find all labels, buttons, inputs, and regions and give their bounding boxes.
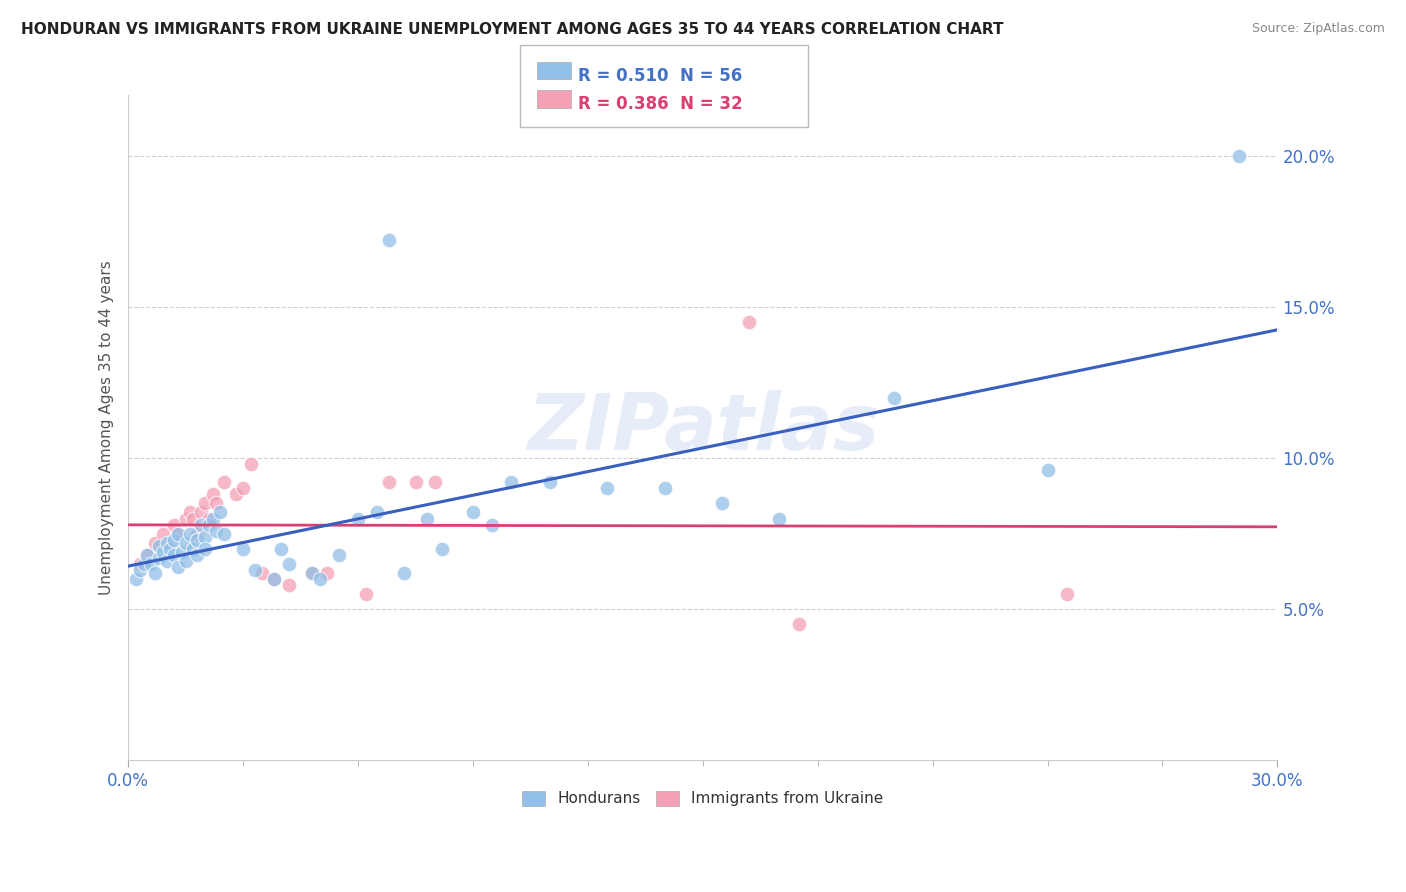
Point <box>263 572 285 586</box>
Point <box>787 617 810 632</box>
Point <box>366 506 388 520</box>
Point <box>128 557 150 571</box>
Point <box>136 548 159 562</box>
Text: R = 0.510  N = 56: R = 0.510 N = 56 <box>578 67 742 85</box>
Point <box>1036 463 1059 477</box>
Point <box>263 572 285 586</box>
Point <box>194 541 217 556</box>
Point <box>186 533 208 547</box>
Text: Source: ZipAtlas.com: Source: ZipAtlas.com <box>1251 22 1385 36</box>
Point <box>163 517 186 532</box>
Point <box>197 517 219 532</box>
Point <box>243 563 266 577</box>
Point <box>148 539 170 553</box>
Point <box>278 557 301 571</box>
Point <box>461 506 484 520</box>
Point <box>136 548 159 562</box>
Point <box>301 566 323 580</box>
Point <box>141 557 163 571</box>
Point <box>152 545 174 559</box>
Point <box>186 548 208 562</box>
Point <box>738 315 761 329</box>
Point <box>159 535 181 549</box>
Point <box>432 541 454 556</box>
Point <box>194 530 217 544</box>
Point <box>883 391 905 405</box>
Point <box>224 487 246 501</box>
Point <box>167 526 190 541</box>
Point <box>347 511 370 525</box>
Point <box>423 475 446 490</box>
Point <box>1227 149 1250 163</box>
Point <box>125 572 148 586</box>
Point <box>183 511 205 525</box>
Point <box>179 526 201 541</box>
Point <box>205 524 228 538</box>
Point <box>270 541 292 556</box>
Point <box>174 535 197 549</box>
Point <box>132 557 155 571</box>
Point <box>481 517 503 532</box>
Point <box>163 548 186 562</box>
Point <box>405 475 427 490</box>
Point <box>190 517 212 532</box>
Point <box>239 457 262 471</box>
Point <box>308 572 330 586</box>
Legend: Hondurans, Immigrants from Ukraine: Hondurans, Immigrants from Ukraine <box>516 784 890 813</box>
Point <box>183 541 205 556</box>
Point <box>143 566 166 580</box>
Point <box>174 554 197 568</box>
Point <box>163 533 186 547</box>
Point <box>252 566 274 580</box>
Text: HONDURAN VS IMMIGRANTS FROM UKRAINE UNEMPLOYMENT AMONG AGES 35 TO 44 YEARS CORRE: HONDURAN VS IMMIGRANTS FROM UKRAINE UNEM… <box>21 22 1004 37</box>
Point <box>167 560 190 574</box>
Point <box>155 554 177 568</box>
Point <box>278 578 301 592</box>
Point <box>174 511 197 525</box>
Point <box>212 475 235 490</box>
Point <box>301 566 323 580</box>
Point <box>232 481 254 495</box>
Point <box>190 506 212 520</box>
Point <box>501 475 523 490</box>
Point <box>654 481 676 495</box>
Point <box>768 511 790 525</box>
Point <box>354 587 377 601</box>
Point <box>377 233 399 247</box>
Point <box>201 487 224 501</box>
Point <box>179 506 201 520</box>
Point <box>143 535 166 549</box>
Point <box>377 475 399 490</box>
Point <box>170 545 193 559</box>
Point <box>328 548 350 562</box>
Point <box>1056 587 1078 601</box>
Text: ZIPatlas: ZIPatlas <box>527 390 879 466</box>
Point <box>538 475 561 490</box>
Point <box>212 526 235 541</box>
Point <box>710 496 733 510</box>
Point <box>316 566 339 580</box>
Point <box>152 526 174 541</box>
Point <box>148 550 170 565</box>
Point <box>194 496 217 510</box>
Y-axis label: Unemployment Among Ages 35 to 44 years: Unemployment Among Ages 35 to 44 years <box>100 260 114 595</box>
Point <box>392 566 415 580</box>
Point <box>596 481 619 495</box>
Point <box>416 511 439 525</box>
Point <box>197 511 219 525</box>
Text: R = 0.386  N = 32: R = 0.386 N = 32 <box>578 95 742 113</box>
Point <box>186 526 208 541</box>
Point <box>159 541 181 556</box>
Point <box>209 506 232 520</box>
Point <box>155 535 177 549</box>
Point <box>167 526 190 541</box>
Point <box>128 563 150 577</box>
Point <box>201 511 224 525</box>
Point <box>205 496 228 510</box>
Point <box>232 541 254 556</box>
